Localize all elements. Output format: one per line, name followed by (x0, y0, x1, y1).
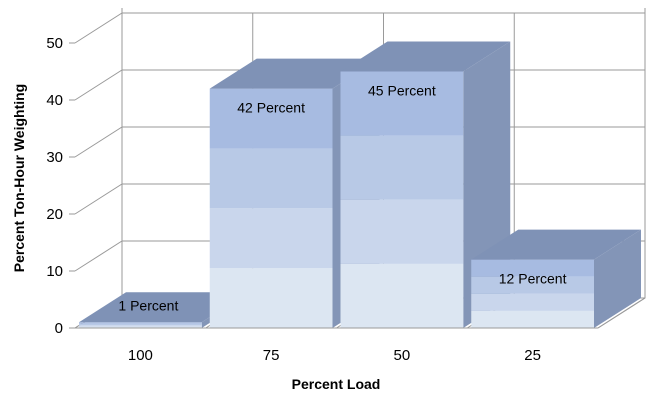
bar-front (340, 199, 464, 264)
bar-front (471, 293, 594, 311)
bar-front (471, 310, 594, 328)
bar-top (79, 292, 249, 323)
y-tick-label: 50 (46, 35, 63, 52)
bar-front (79, 322, 202, 324)
bar-top (340, 41, 511, 72)
y-tick-label: 20 (46, 206, 63, 223)
y-tick-label: 0 (55, 320, 63, 337)
back-wall-left-edge (74, 8, 123, 329)
y-tick-label: 30 (46, 149, 63, 166)
y-tick-label: 40 (46, 92, 63, 109)
bar-front (209, 208, 333, 269)
data-labels: 1 Percent 42 Percent 45 Percent 12 Percent (118, 83, 566, 314)
bar-top (209, 58, 380, 89)
bar-front (340, 263, 464, 328)
bar (340, 41, 511, 328)
y-tick-label: 10 (46, 263, 63, 280)
bar-front (340, 71, 464, 136)
x-tick-label: 25 (524, 347, 541, 364)
x-tick-label: 50 (394, 347, 411, 364)
bar-front (79, 323, 202, 326)
bar-front (79, 326, 202, 328)
x-tick-labels: 100 75 50 25 (128, 347, 541, 364)
bar-front (209, 88, 333, 149)
bar (471, 229, 641, 328)
x-tick-label: 75 (263, 347, 280, 364)
x-axis-title: Percent Load (292, 376, 381, 392)
bar-front (209, 148, 333, 209)
data-label: 12 Percent (499, 271, 567, 287)
gridline (74, 12, 645, 44)
bar-front (471, 259, 594, 277)
gridline-vertical (597, 13, 646, 329)
y-axis-title: Percent Ton-Hour Weighting (11, 84, 27, 272)
bar-front (79, 325, 202, 327)
data-label: 42 Percent (237, 100, 305, 116)
bar-side (594, 229, 641, 328)
bar-top (471, 229, 641, 260)
y-tick-labels: 0 10 20 30 40 50 (46, 35, 63, 337)
bar-front (209, 268, 333, 328)
bars (79, 41, 641, 328)
bar-front (471, 276, 594, 294)
data-label: 45 Percent (368, 83, 436, 99)
data-label: 1 Percent (118, 297, 178, 313)
x-tick-label: 100 (128, 347, 153, 364)
bar-front (340, 135, 464, 200)
